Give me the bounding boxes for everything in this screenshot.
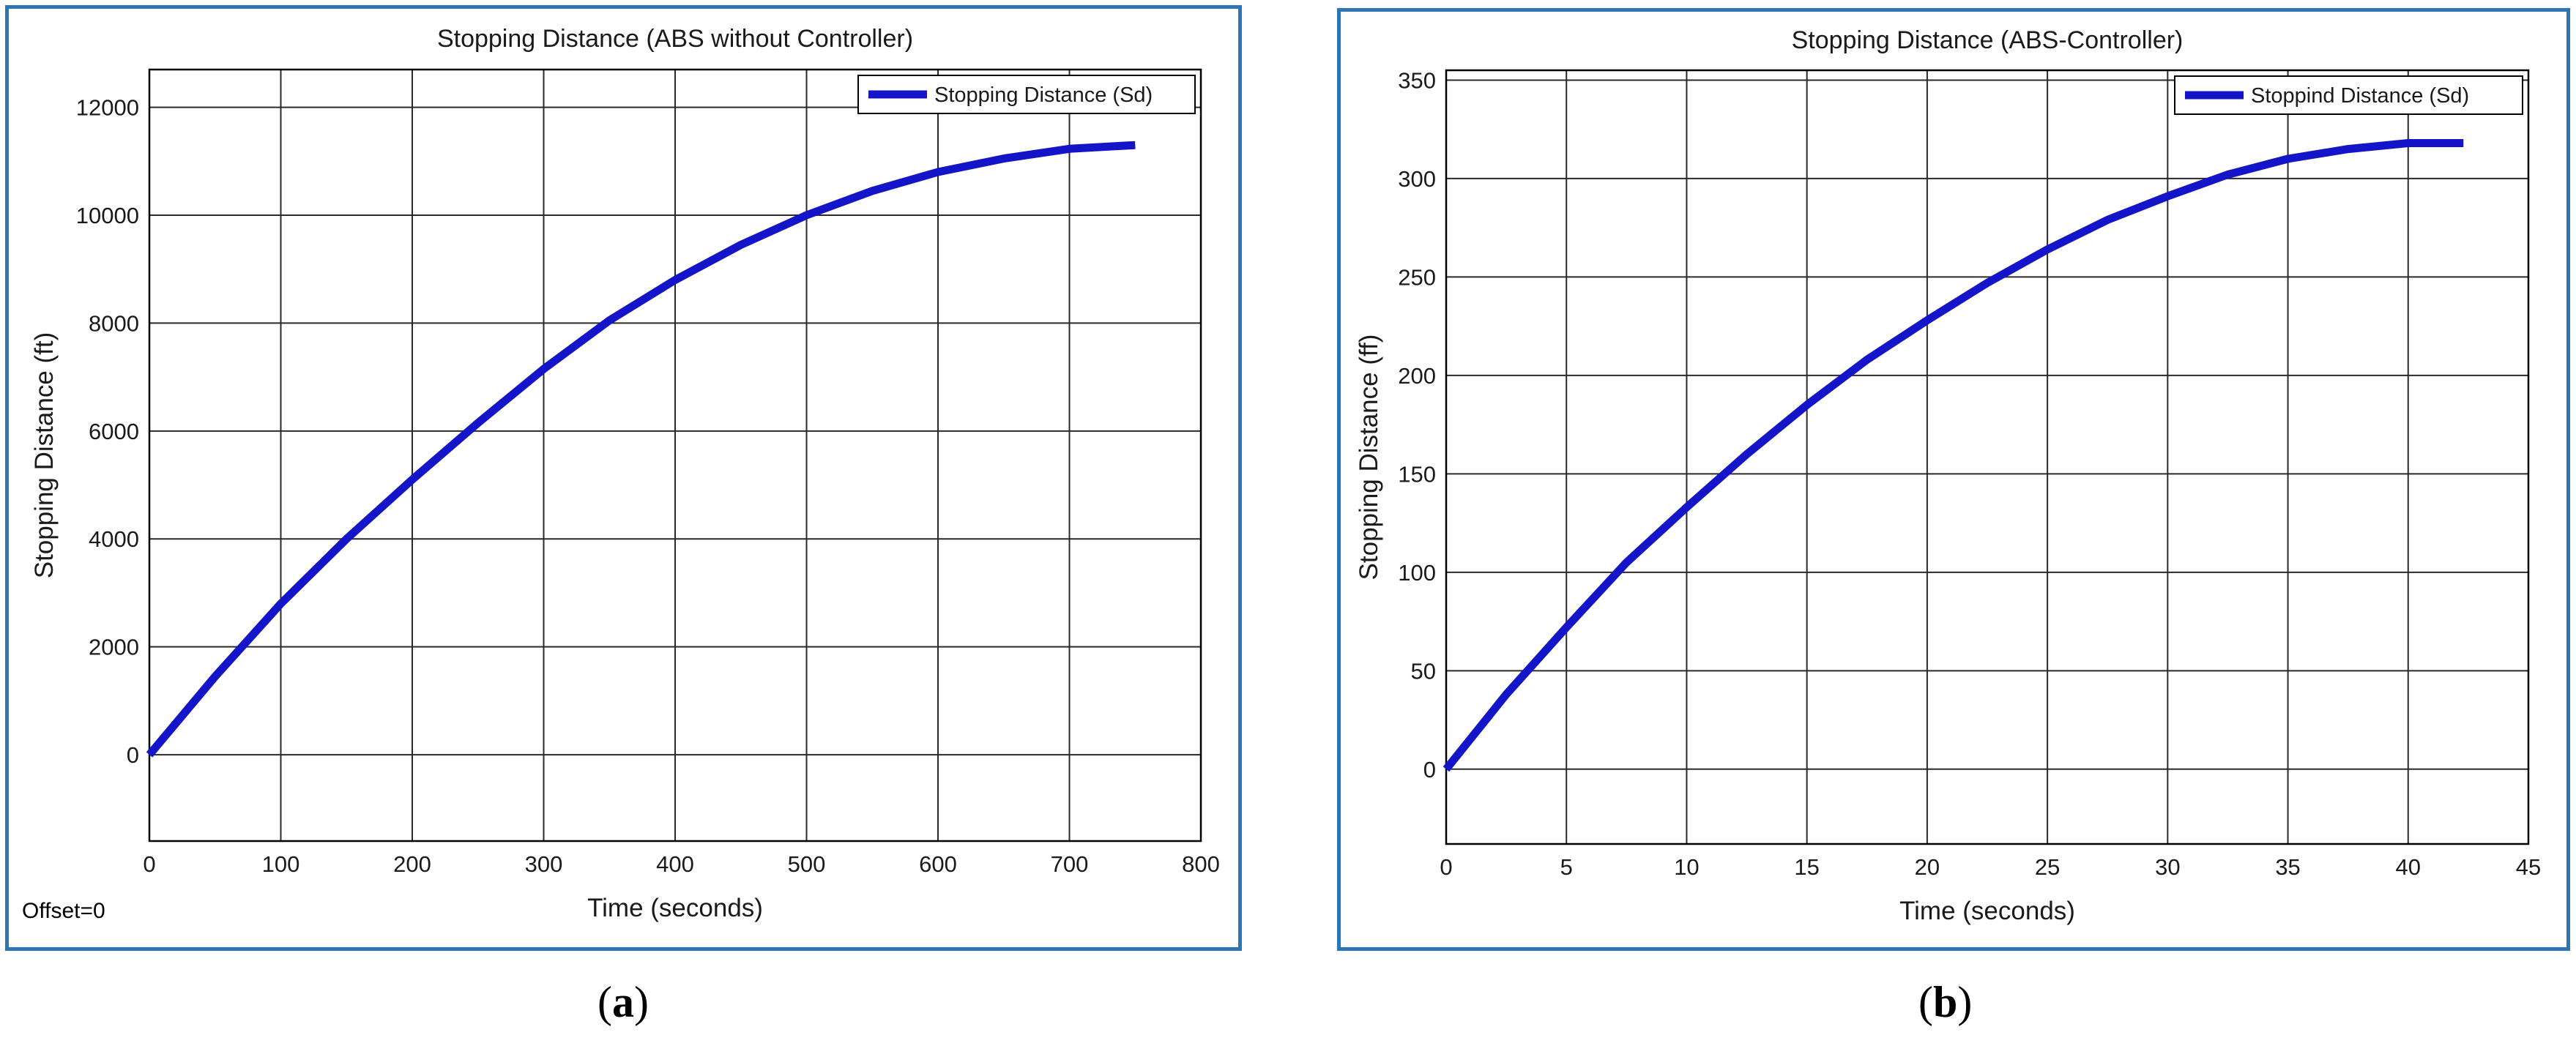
chart-b-x-tick-label: 25 — [2035, 854, 2060, 880]
chart-b-y-tick-label: 100 — [1398, 560, 1436, 586]
chart-a-svg: 0 100 200 300 400 500 600 700 800020004000600080… — [30, 25, 1220, 922]
caption-b-letter: b — [1932, 978, 1958, 1026]
chart-a-x-tick-label: 700 — [1051, 851, 1089, 877]
chart-a-x-tick-label: 400 — [656, 851, 694, 877]
chart-a-y-tick-label: 4000 — [89, 526, 139, 552]
chart-b-y-tick-label: 350 — [1398, 67, 1436, 93]
chart-a-y-tick-label: 8000 — [89, 310, 139, 336]
chart-a-y-tick-label: 12000 — [76, 95, 139, 121]
chart-a-x-tick-label: 600 — [919, 851, 957, 877]
chart-a-legend-label: Stopping Distance (Sd) — [934, 83, 1153, 107]
chart-a-y-tick-label: 10000 — [76, 203, 139, 228]
chart-b-x-tick-label: 30 — [2155, 854, 2180, 880]
chart-b-x-axis-label: Time (seconds) — [1899, 897, 2075, 925]
chart-b-y-tick-label: 200 — [1398, 363, 1436, 389]
chart-b-y-axis-label: Stopping Distance (ff) — [1355, 335, 1383, 580]
chart-a-x-tick-label: 800 — [1182, 851, 1220, 877]
chart-b-x-tick-label: 40 — [2396, 854, 2421, 880]
caption-a-letter: a — [611, 978, 634, 1026]
caption-b: (b) — [1918, 977, 1972, 1028]
offset-label: Offset=0 — [22, 899, 105, 923]
chart-b-y-tick-label: 250 — [1398, 264, 1436, 290]
chart-b-legend-label: Stoppind Distance (Sd) — [2251, 84, 2469, 108]
chart-b-x-tick-label: 10 — [1674, 854, 1699, 880]
chart-b-y-tick-label: 50 — [1411, 658, 1436, 684]
caption-a-open: ( — [598, 978, 612, 1026]
chart-a-title: Stopping Distance (ABS without Controlle… — [437, 25, 913, 53]
chart-b-x-tick-label: 20 — [1915, 854, 1940, 880]
chart-a-y-tick-label: 0 — [127, 742, 139, 768]
chart-a-x-tick-label: 0 — [143, 851, 155, 877]
chart-b-y-tick-label: 300 — [1398, 166, 1436, 192]
chart-b-x-tick-label: 15 — [1794, 854, 1819, 880]
caption-b-open: ( — [1918, 978, 1933, 1026]
chart-a-x-axis-label: Time (seconds) — [587, 894, 763, 922]
chart-b-axes-box — [1445, 69, 2530, 845]
chart-b-y-tick-label: 150 — [1398, 461, 1436, 487]
chart-a-y-axis-label: Stopping Distance (ft) — [30, 332, 59, 579]
chart-b-plot-area — [1446, 70, 2528, 844]
chart-b-y-tick-label: 0 — [1423, 757, 1436, 782]
chart-b-x-tick-label: 5 — [1560, 854, 1573, 880]
chart-a-y-tick-label: 2000 — [89, 635, 139, 660]
chart-a-x-tick-label: 300 — [525, 851, 563, 877]
chart-a-y-tick-label: 6000 — [89, 419, 139, 444]
chart-b-series-line — [1443, 139, 2464, 772]
chart-a-x-tick-label: 100 — [262, 851, 300, 877]
caption-a: (a) — [598, 977, 649, 1028]
chart-panel-b: 0 5 10 15 20 25 30 35 40 45 0 50 100 150 200 250 300 350 S… — [1337, 8, 2570, 951]
chart-b-x-tick-label: 35 — [2275, 854, 2300, 880]
caption-a-close: ) — [633, 978, 649, 1026]
chart-a-x-tick-label: 200 — [393, 851, 431, 877]
chart-b-x-tick-label: 0 — [1440, 854, 1452, 880]
chart-b-title: Stopping Distance (ABS-Controller) — [1792, 26, 2184, 54]
chart-a-axes-box — [148, 68, 1202, 843]
chart-b-svg: 0 5 10 15 20 25 30 35 40 45 0 50 100 150 200 250 300 350 S… — [1355, 26, 2541, 925]
chart-a-x-tick-label: 500 — [788, 851, 826, 877]
caption-b-close: ) — [1957, 978, 1973, 1026]
chart-panel-a: 0 100 200 300 400 500 600 700 800 0 2000 4000 6000 80… — [5, 5, 1242, 951]
chart-b-x-tick-label: 45 — [2516, 854, 2541, 880]
chart-a-series-line — [146, 141, 1136, 758]
